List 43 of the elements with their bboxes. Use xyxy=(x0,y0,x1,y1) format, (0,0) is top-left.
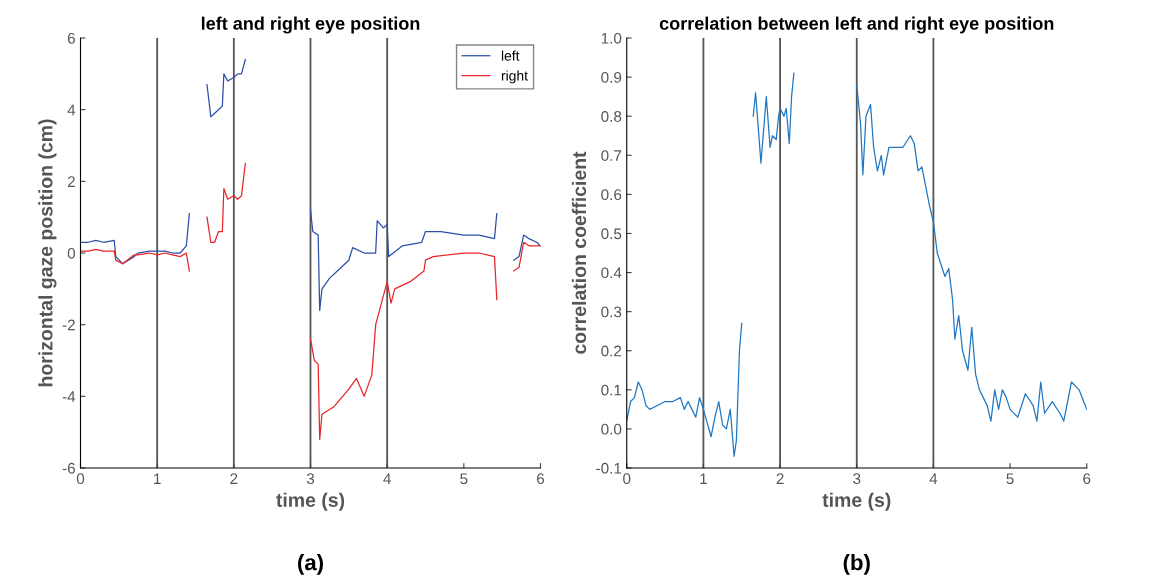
x-axis-title: time (s) xyxy=(822,492,891,511)
y-tick-label: -6 xyxy=(62,462,75,474)
y-tick-label: 0.1 xyxy=(601,384,622,396)
y-tick-label: 0 xyxy=(67,247,76,259)
chart-title: left and right eye position xyxy=(201,16,420,34)
y-tick-label: 0.7 xyxy=(601,150,622,161)
y-tick-label: 4 xyxy=(67,104,76,116)
x-tick-label: 2 xyxy=(230,473,238,484)
y-tick-label: -4 xyxy=(62,391,76,402)
y-tick-label: 2 xyxy=(67,176,75,187)
y-tick-label: 0.0 xyxy=(601,423,622,435)
x-tick-label: 3 xyxy=(853,473,861,485)
legend-label: right xyxy=(501,70,528,84)
x-tick-label: 4 xyxy=(929,473,938,484)
y-tick-label: 6 xyxy=(67,32,75,44)
y-tick-label: -0.1 xyxy=(596,462,622,474)
x-tick-label: 6 xyxy=(537,473,545,485)
y-axis-title: horizontal gaze position (cm) xyxy=(38,119,57,387)
x-tick-label: 1 xyxy=(700,473,707,484)
x-tick-label: 0 xyxy=(623,473,631,485)
y-tick-label: 1.0 xyxy=(601,32,622,44)
x-tick-label: 5 xyxy=(460,473,468,485)
y-tick-label: 0.6 xyxy=(601,189,622,201)
text: (a) xyxy=(298,553,323,575)
x-tick-label: 0 xyxy=(76,473,85,485)
y-tick-label: 0.5 xyxy=(601,228,622,240)
x-tick-label: 4 xyxy=(383,473,391,484)
y-tick-label: 0.8 xyxy=(601,111,622,122)
y-tick-label: 0.9 xyxy=(601,71,622,83)
y-tick-label: 0.3 xyxy=(601,306,622,318)
y-tick-label: -2 xyxy=(62,319,75,331)
y-axis-title: correlation coefficient xyxy=(571,151,587,354)
legend-label: left xyxy=(501,50,520,61)
x-axis-title: time (s) xyxy=(276,492,345,511)
x-tick-label: 1 xyxy=(154,473,161,484)
chart-title: correlation between left and right eye position xyxy=(659,16,1054,34)
x-tick-label: 6 xyxy=(1083,473,1091,485)
text: (b) xyxy=(843,553,870,575)
y-tick-label: 0.4 xyxy=(601,267,622,279)
x-tick-label: 3 xyxy=(306,473,315,485)
y-tick-label: 0.2 xyxy=(601,345,622,357)
x-tick-label: 2 xyxy=(776,473,784,484)
x-tick-label: 5 xyxy=(1006,473,1014,485)
